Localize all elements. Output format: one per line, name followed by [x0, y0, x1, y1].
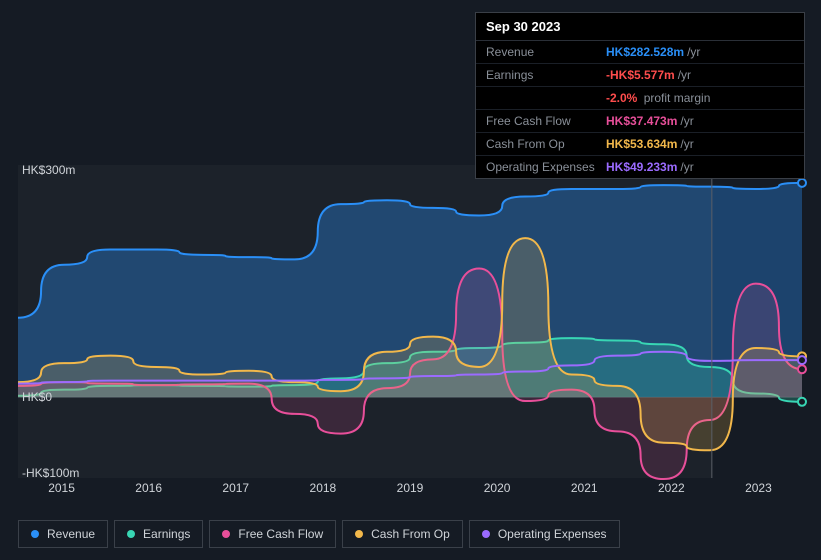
financial-chart: Sep 30 2023 Revenue HK$282.528m/yrEarnin…	[0, 0, 821, 560]
legend-item-cfo[interactable]: Cash From Op	[342, 520, 463, 548]
x-axis-tick: 2020	[484, 481, 511, 495]
tooltip-metric-value: HK$53.634m/yr	[606, 137, 694, 151]
tooltip-row: Free Cash Flow HK$37.473m/yr	[476, 110, 804, 133]
tooltip-subrow: -2.0% profit margin	[476, 87, 804, 110]
legend-item-fcf[interactable]: Free Cash Flow	[209, 520, 336, 548]
tooltip-metric-label: Operating Expenses	[486, 160, 606, 174]
legend-label: Earnings	[143, 527, 190, 541]
chart-legend: Revenue Earnings Free Cash Flow Cash From O…	[18, 520, 620, 548]
x-axis-tick: 2019	[397, 481, 424, 495]
x-axis-tick: 2022	[658, 481, 685, 495]
tooltip-row: Earnings -HK$5.577m/yr	[476, 64, 804, 87]
legend-item-revenue[interactable]: Revenue	[18, 520, 108, 548]
tooltip-row: Revenue HK$282.528m/yr	[476, 41, 804, 64]
x-axis-tick: 2015	[48, 481, 75, 495]
tooltip-row: Cash From Op HK$53.634m/yr	[476, 133, 804, 156]
tooltip-metric-value: HK$37.473m/yr	[606, 114, 694, 128]
tooltip-metric-label: Earnings	[486, 68, 606, 82]
legend-label: Free Cash Flow	[238, 527, 323, 541]
legend-dot-icon	[482, 530, 490, 538]
tooltip-metric-label: Revenue	[486, 45, 606, 59]
tooltip-metric-value: HK$282.528m/yr	[606, 45, 700, 59]
legend-item-opex[interactable]: Operating Expenses	[469, 520, 620, 548]
tooltip-metric-label: Cash From Op	[486, 137, 606, 151]
legend-dot-icon	[31, 530, 39, 538]
x-axis-tick: 2018	[310, 481, 337, 495]
legend-label: Cash From Op	[371, 527, 450, 541]
y-axis-tick: -HK$100m	[22, 466, 79, 480]
legend-dot-icon	[222, 530, 230, 538]
tooltip-date: Sep 30 2023	[476, 13, 804, 41]
legend-label: Revenue	[47, 527, 95, 541]
chart-tooltip: Sep 30 2023 Revenue HK$282.528m/yrEarnin…	[475, 12, 805, 179]
legend-dot-icon	[127, 530, 135, 538]
legend-item-earnings[interactable]: Earnings	[114, 520, 203, 548]
x-axis-tick: 2017	[222, 481, 249, 495]
y-axis-tick: HK$300m	[22, 163, 75, 177]
tooltip-metric-value: HK$49.233m/yr	[606, 160, 694, 174]
tooltip-metric-label: Free Cash Flow	[486, 114, 606, 128]
tooltip-row: Operating Expenses HK$49.233m/yr	[476, 156, 804, 178]
y-axis-tick: HK$0	[22, 390, 52, 404]
x-axis-tick: 2016	[135, 481, 162, 495]
tooltip-submetric: -2.0% profit margin	[606, 91, 710, 105]
legend-dot-icon	[355, 530, 363, 538]
x-axis-tick: 2023	[745, 481, 772, 495]
x-axis-tick: 2021	[571, 481, 598, 495]
tooltip-metric-value: -HK$5.577m/yr	[606, 68, 691, 82]
legend-label: Operating Expenses	[498, 527, 607, 541]
